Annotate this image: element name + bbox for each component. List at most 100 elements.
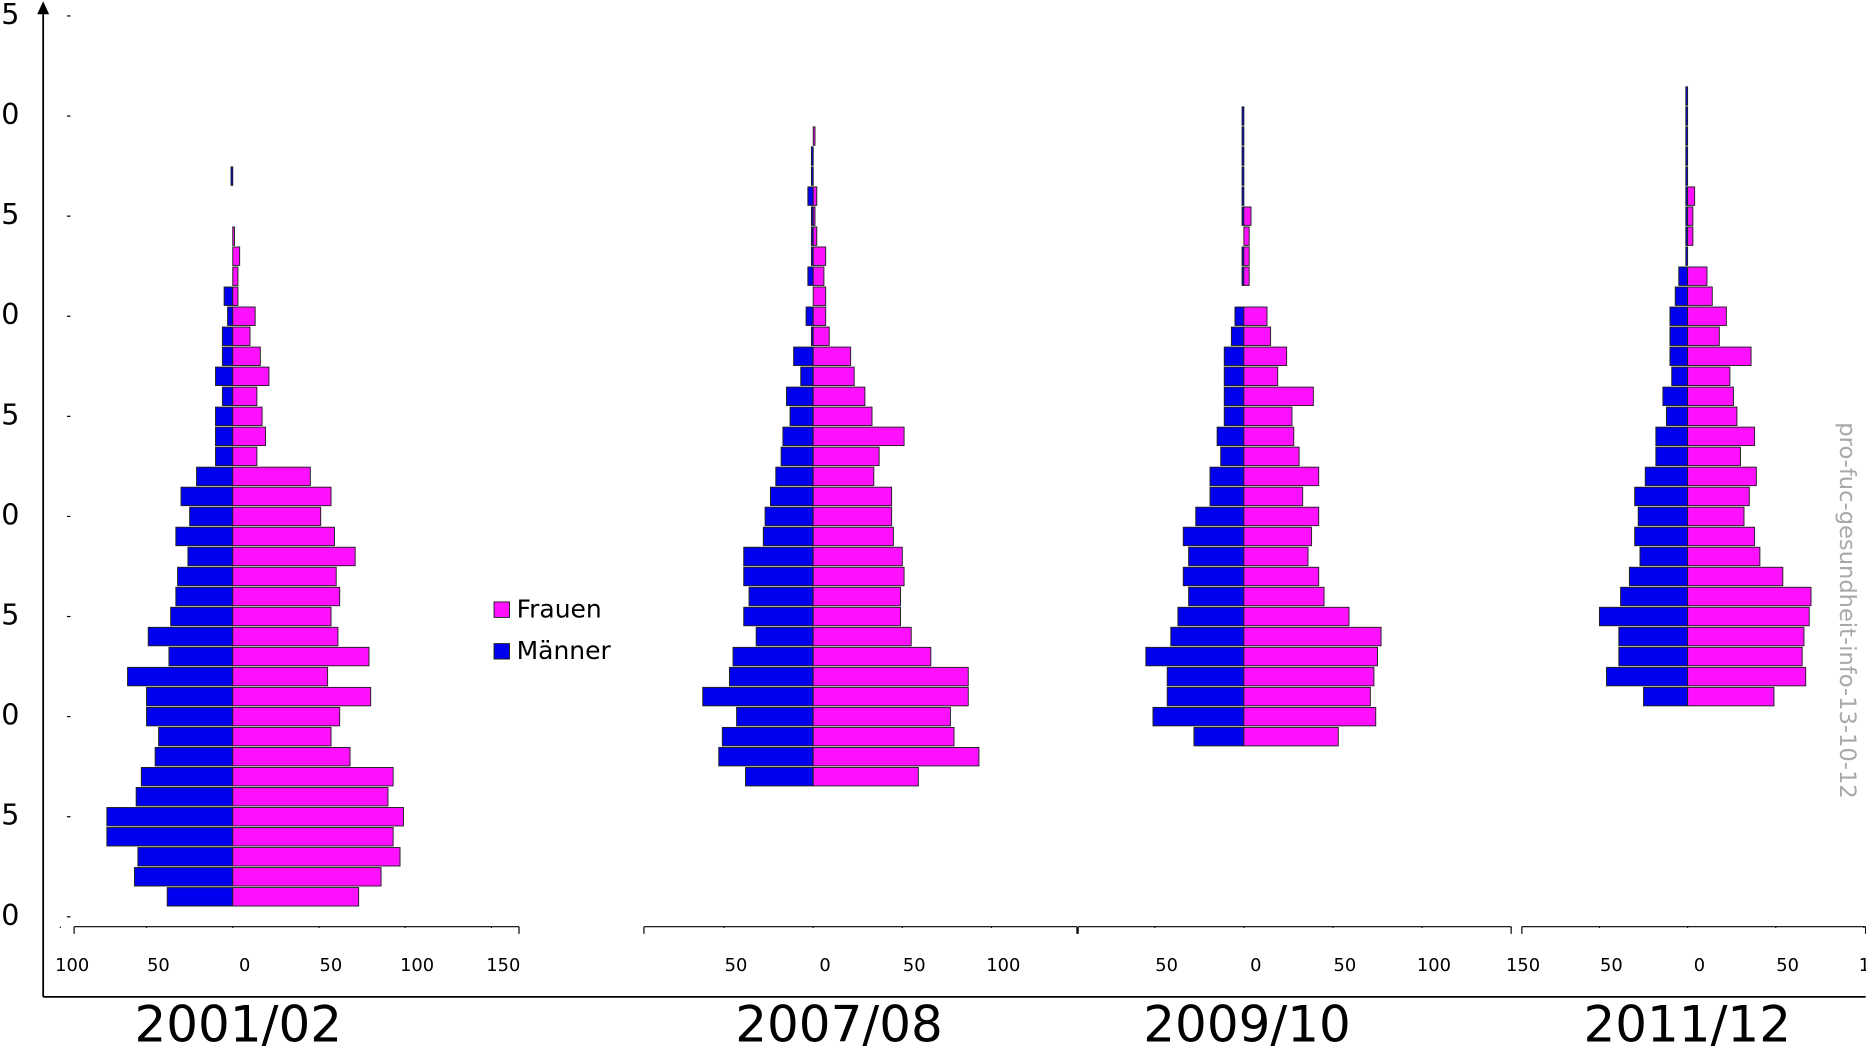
male-bar (1241, 146, 1245, 166)
female-bar (1243, 726, 1339, 747)
female-bar (812, 306, 827, 326)
female-bar (232, 386, 258, 407)
female-bar (1687, 366, 1731, 386)
female-bar (1243, 306, 1268, 326)
watermark: pro-fuc-gesundheit-info-13-10-12 (1834, 422, 1860, 798)
male-bar (1170, 626, 1245, 647)
female-bar (232, 406, 263, 427)
male-bar (140, 766, 234, 787)
male-bar (1685, 86, 1689, 106)
male-bar (1685, 106, 1689, 126)
y-tick-label: 60 (0, 898, 19, 932)
male-bar (1685, 246, 1689, 266)
female-bar (1243, 586, 1325, 607)
x-tick-label: 150 (486, 955, 520, 976)
male-bar (1223, 406, 1245, 427)
x-tick-label: 100 (55, 955, 89, 976)
female-bar (812, 746, 980, 767)
male-bar (736, 706, 814, 727)
female-bar (1243, 546, 1309, 567)
male-bar (1634, 486, 1689, 507)
female-bar (1243, 346, 1288, 366)
female-bar (1687, 226, 1694, 246)
female-bar (812, 706, 951, 727)
male-bar (1618, 626, 1689, 647)
female-bar (1687, 386, 1734, 407)
male-bar (743, 606, 814, 627)
y-tick-label: 70 (0, 698, 19, 732)
female-bar (812, 466, 875, 487)
male-bar (175, 526, 234, 547)
pyramid-panel: 50 0 50 100 2011/12 (1521, 86, 1866, 1053)
female-bar (1243, 666, 1375, 687)
pyramid-panel: 50 0 50 100 150 2009/10 (1077, 106, 1540, 1053)
male-bar (1209, 466, 1245, 487)
female-bar (812, 226, 818, 246)
female-bar (1687, 406, 1738, 427)
male-bar (1669, 306, 1689, 326)
male-bar (187, 546, 234, 567)
female-bar (232, 746, 351, 767)
female-bar (232, 486, 332, 507)
female-bar (232, 766, 394, 787)
female-bar (1687, 306, 1727, 326)
female-bar (812, 406, 873, 427)
x-tick-label: 50 (1334, 955, 1357, 976)
female-bar (1243, 466, 1320, 487)
female-bar (1687, 266, 1708, 286)
female-bar (232, 566, 337, 587)
male-bar (146, 686, 234, 707)
female-bar (232, 526, 335, 547)
male-bar (133, 867, 234, 887)
x-tick-label: 50 (725, 955, 748, 976)
female-bar (812, 446, 880, 467)
male-bar (1674, 286, 1689, 306)
male-bar (127, 666, 234, 687)
female-bar (812, 366, 855, 386)
female-bar (1687, 666, 1807, 687)
female-bar (812, 326, 830, 346)
male-bar (1241, 186, 1245, 206)
male-bar (175, 586, 234, 607)
panel-title: 2001/02 (134, 995, 342, 1053)
male-bar (1628, 566, 1689, 587)
x-tick-label: 150 (1506, 955, 1540, 976)
male-bar (1195, 506, 1245, 527)
male-bar (1618, 646, 1689, 667)
x-tick-label: 50 (903, 955, 926, 976)
male-bar (743, 566, 814, 587)
female-bar (812, 566, 905, 587)
female-bar (232, 666, 329, 687)
male-bar (221, 326, 234, 346)
male-bar (807, 266, 814, 286)
female-bar (812, 646, 932, 667)
male-bar (800, 366, 814, 386)
female-bar (232, 546, 356, 567)
y-tick-label: 80 (0, 497, 19, 531)
female-bar (1243, 406, 1293, 427)
male-bar (215, 426, 234, 447)
male-bar (1655, 426, 1689, 447)
x-tick-label: 50 (320, 955, 343, 976)
y-tick-label: 90 (0, 297, 19, 331)
x-tick-label: 0 (819, 955, 830, 976)
panel-title: 2011/12 (1583, 995, 1791, 1053)
male-bar (810, 166, 814, 186)
female-bar (1687, 646, 1803, 667)
female-bar (1687, 466, 1757, 487)
legend-swatch (493, 601, 510, 618)
male-bar (1655, 446, 1689, 467)
male-bar (1671, 366, 1689, 386)
male-bar (1209, 486, 1245, 507)
female-bar (812, 726, 955, 747)
male-bar (221, 386, 234, 407)
male-bar (215, 366, 234, 386)
male-bar (1223, 386, 1245, 407)
female-bar (812, 186, 818, 206)
male-bar (1685, 146, 1689, 166)
male-bar (1669, 326, 1689, 346)
male-bar (223, 286, 234, 306)
legend-swatch (493, 643, 510, 660)
x-tick-label: 100 (400, 955, 434, 976)
